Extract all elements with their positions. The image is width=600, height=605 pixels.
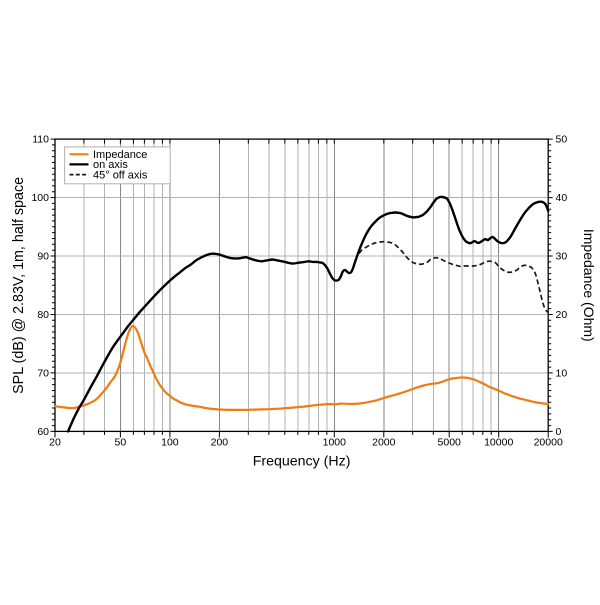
svg-text:5000: 5000 [438,437,462,449]
svg-text:50: 50 [556,134,568,146]
svg-text:80: 80 [37,309,49,321]
svg-text:20: 20 [49,437,61,449]
svg-text:20000: 20000 [534,437,563,449]
svg-text:1000: 1000 [323,437,347,449]
svg-text:on axis: on axis [93,159,128,171]
svg-text:100: 100 [31,192,49,204]
svg-text:SPL (dB) @ 2.83V, 1m, half spa: SPL (dB) @ 2.83V, 1m, half space [11,177,27,394]
svg-text:10: 10 [556,368,568,380]
svg-text:40: 40 [556,192,568,204]
svg-text:45° off axis: 45° off axis [93,169,148,181]
svg-text:10000: 10000 [484,437,513,449]
svg-text:0: 0 [556,426,562,438]
svg-text:Impedance (Ohm): Impedance (Ohm) [581,229,597,342]
svg-text:200: 200 [211,437,229,449]
svg-text:90: 90 [37,251,49,263]
svg-text:30: 30 [556,251,568,263]
svg-text:70: 70 [37,368,49,380]
svg-text:50: 50 [115,437,127,449]
svg-text:Frequency (Hz): Frequency (Hz) [253,453,351,469]
svg-text:2000: 2000 [372,437,396,449]
svg-text:20: 20 [556,309,568,321]
svg-text:100: 100 [161,437,179,449]
svg-text:Impedance: Impedance [93,149,147,161]
svg-text:110: 110 [32,134,49,146]
svg-text:60: 60 [37,426,49,438]
